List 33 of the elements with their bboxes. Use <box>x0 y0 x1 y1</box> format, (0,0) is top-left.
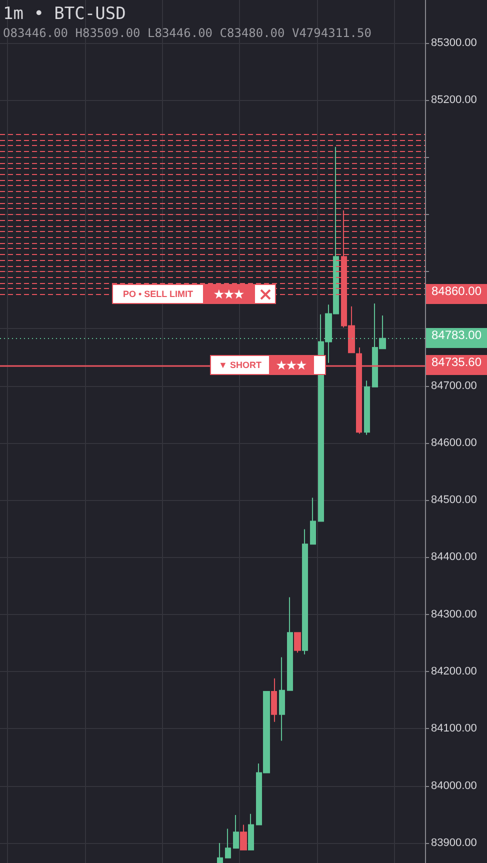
candlestick <box>271 678 277 722</box>
annotation: PO • SELL LIMIT <box>122 288 194 302</box>
order-label: PO • SELL LIMIT ★★★ <box>112 284 276 304</box>
y-tick-label: 84600.00 <box>431 436 477 449</box>
candlestick <box>310 497 316 545</box>
ref-line-label: 84860.00 <box>426 284 487 304</box>
candlestick <box>248 813 254 850</box>
order-label: ▼ SHORT ★★★ <box>210 355 326 376</box>
candlestick <box>279 656 285 742</box>
candlestick <box>233 814 239 849</box>
candlestick <box>225 828 231 858</box>
candlestick <box>302 528 308 655</box>
y-tick-label: 84400.00 <box>431 551 477 564</box>
y-tick-label: 84100.00 <box>431 722 477 735</box>
y-tick-label: 84700.00 <box>431 380 477 392</box>
candlestick <box>364 380 370 436</box>
y-tick-label: 84500.00 <box>431 494 477 506</box>
y-tick-label: 84300.00 <box>431 608 477 620</box>
candlestick <box>240 824 247 850</box>
y-tick-label: 84200.00 <box>431 666 477 678</box>
candlestick <box>294 632 301 654</box>
ref-line-label: 84735.60 <box>426 355 487 376</box>
annotation: ★★★ <box>269 356 314 374</box>
y-tick-label: 85300.00 <box>431 36 477 49</box>
y-tick-label: 85200.00 <box>431 94 477 106</box>
chart-title: 1m • BTC-USD <box>3 4 127 24</box>
y-tick-label: 83900.00 <box>431 836 477 849</box>
candlestick <box>287 596 293 691</box>
y-tick-label: 84000.00 <box>431 780 477 792</box>
annotation: ▼ SHORT <box>218 359 262 372</box>
text: O83446.00 H83509.00 L83446.00 C83480.00 V4794311.50 <box>3 26 372 40</box>
ref-line-label: 84783.00 <box>426 328 487 348</box>
annotation: ★★★ <box>203 285 255 304</box>
